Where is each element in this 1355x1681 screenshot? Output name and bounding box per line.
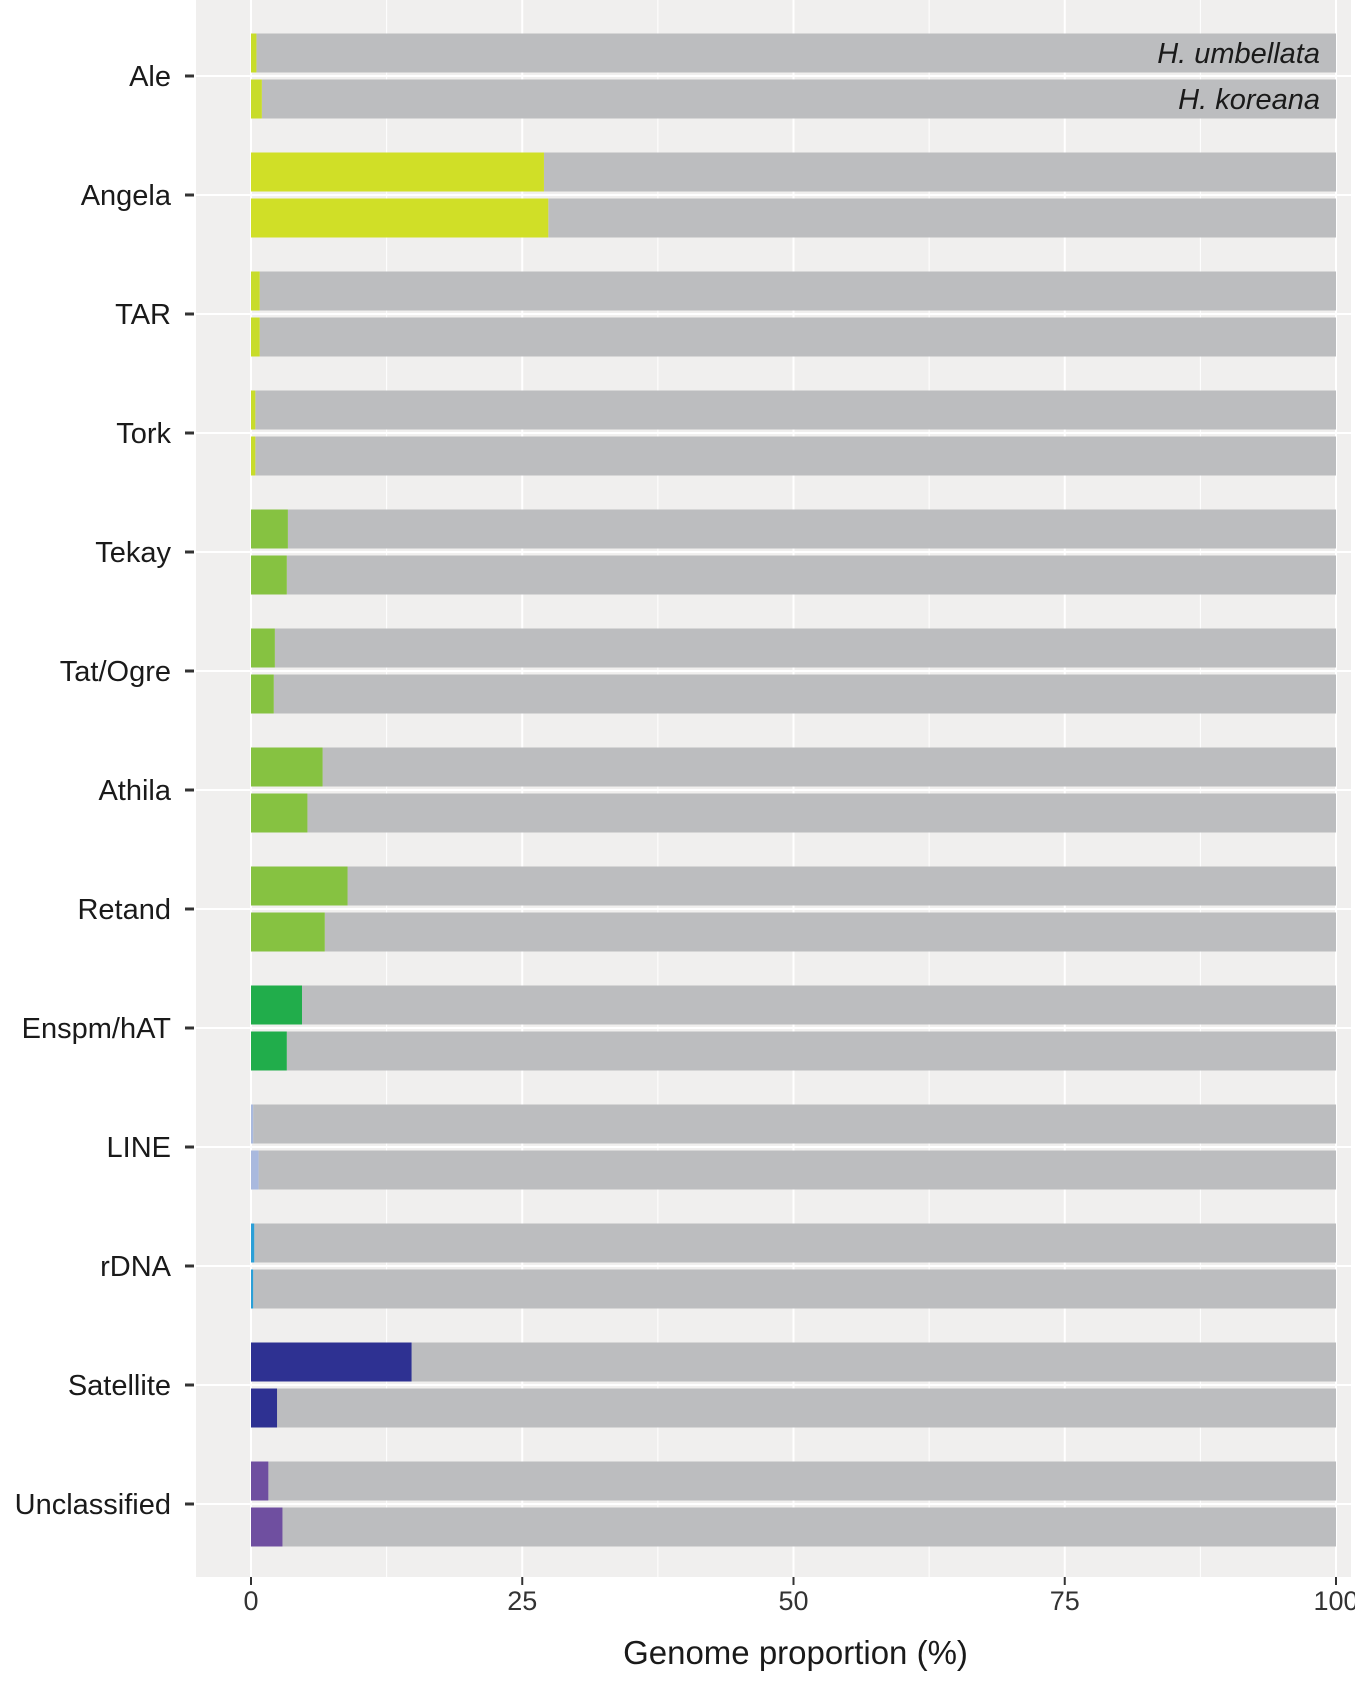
bar-segment [251,674,274,714]
bar-segment [251,271,260,311]
bar-remainder [286,1031,1337,1071]
bar-remainder [256,33,1336,73]
y-tick-label: Satellite [68,1370,171,1402]
plot-panel-background [196,0,1351,1577]
bar-remainder [254,1223,1336,1263]
bar-segment [251,1388,278,1428]
bar-segment [251,1461,269,1501]
bar-remainder [268,1461,1336,1501]
y-tick-label: Ale [129,61,171,93]
bar-remainder [253,1104,1336,1144]
bar-remainder [259,317,1337,357]
y-tick-label: Angela [81,180,172,212]
bar-remainder [307,793,1336,833]
bar-segment [251,152,544,192]
y-tick-label: Tekay [95,537,171,569]
bar-segment [251,79,262,119]
y-tick-label: Athila [98,775,171,807]
bar-remainder [253,1269,1336,1309]
bar-remainder [259,271,1337,311]
y-tick-label: LINE [107,1132,171,1164]
bar-remainder [543,152,1336,192]
y-tick-label: Tat/Ogre [60,656,171,688]
bar-segment [251,1342,412,1382]
bar-remainder [286,555,1337,595]
bar-segment [251,33,257,73]
bar-remainder [274,628,1336,668]
bar-segment [251,555,287,595]
x-axis-title: Genome proportion (%) [623,1634,968,1671]
bar-segment [251,1507,283,1547]
bar-remainder [287,509,1336,549]
y-tick-label: Tork [116,418,171,450]
y-tick-label: Unclassified [15,1489,171,1521]
bar-remainder [258,1150,1337,1190]
bar-segment [251,793,308,833]
bar-remainder [322,747,1336,787]
y-tick-label: rDNA [100,1251,172,1283]
bar-segment [251,198,549,238]
bar-remainder [261,79,1337,119]
bar-segment [251,866,348,906]
bar-remainder [347,866,1336,906]
bar-remainder [255,436,1337,476]
bar-segment [251,390,256,430]
bar-remainder [548,198,1336,238]
bar-segment [251,1031,287,1071]
bar-remainder [282,1507,1337,1547]
bar-segment [251,628,275,668]
bar-segment [251,912,325,952]
bar-remainder [273,674,1336,714]
bar-segment [251,1223,255,1263]
bar-remainder [277,1388,1336,1428]
y-tick-label: Enspm/hAT [22,1013,172,1045]
bar-remainder [255,390,1337,430]
series-label: H. umbellata [1157,38,1320,70]
bar-segment [251,747,323,787]
bar-segment [251,985,302,1025]
x-tick-label: 100 [1313,1586,1355,1616]
bar-segment [251,1269,254,1309]
bar-remainder [411,1342,1337,1382]
series-label: H. koreana [1178,84,1320,116]
bar-segment [251,317,260,357]
bar-segment [251,509,288,549]
bar-segment [251,1150,259,1190]
bar-segment [251,1104,254,1144]
x-tick-label: 0 [243,1586,258,1616]
y-tick-label: TAR [115,299,171,331]
bar-segment [251,436,256,476]
y-tick-label: Retand [77,894,171,926]
bar-remainder [324,912,1336,952]
x-tick-label: 25 [507,1586,537,1616]
bar-remainder [301,985,1336,1025]
x-tick-label: 50 [778,1586,808,1616]
x-tick-label: 75 [1050,1586,1080,1616]
